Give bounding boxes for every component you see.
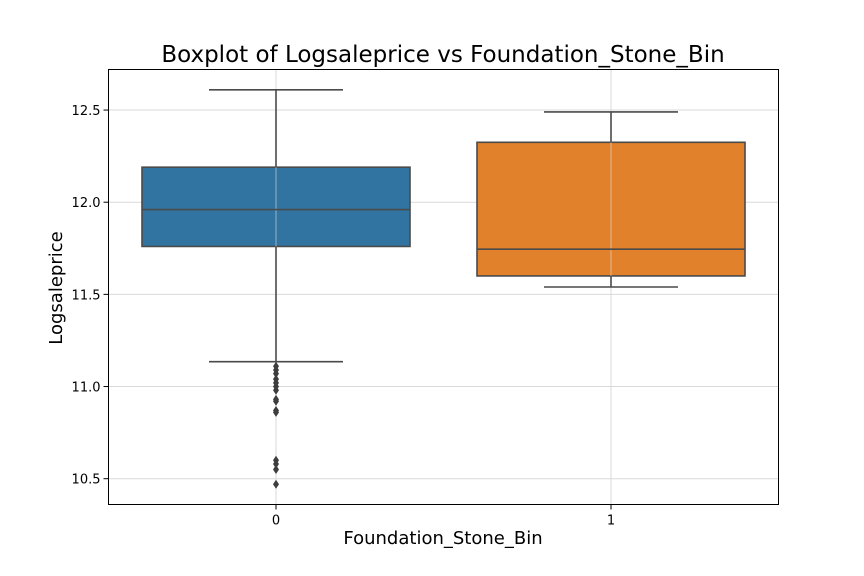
- box-0: [141, 88, 411, 489]
- chart-title: Boxplot of Logsaleprice vs Foundation_St…: [161, 42, 724, 68]
- y-tick-label: 12.0: [72, 196, 101, 211]
- outlier-point: [273, 407, 279, 417]
- y-axis-label: Logsaleprice: [46, 231, 67, 344]
- outlier-point: [273, 479, 279, 489]
- outlier-point: [273, 385, 279, 395]
- y-tick-label: 10.5: [72, 473, 101, 488]
- outlier-point: [273, 459, 279, 469]
- plot-frame: [108, 69, 779, 505]
- box-series: [141, 88, 746, 489]
- outlier-point: [273, 369, 279, 379]
- x-axis-label: Foundation_Stone_Bin: [343, 528, 542, 549]
- outlier-point: [273, 396, 279, 406]
- y-tick-label: 11.5: [72, 288, 101, 303]
- y-tick-label: 11.0: [72, 381, 101, 396]
- box-1: [476, 111, 746, 288]
- x-tick-label: 0: [272, 514, 280, 529]
- y-tick-label: 12.5: [72, 104, 101, 119]
- x-tick-label: 1: [607, 514, 615, 529]
- y-axis-ticks: 10.5 11.0 11.5 12.0 12.5: [72, 104, 109, 488]
- outlier-point: [273, 464, 279, 474]
